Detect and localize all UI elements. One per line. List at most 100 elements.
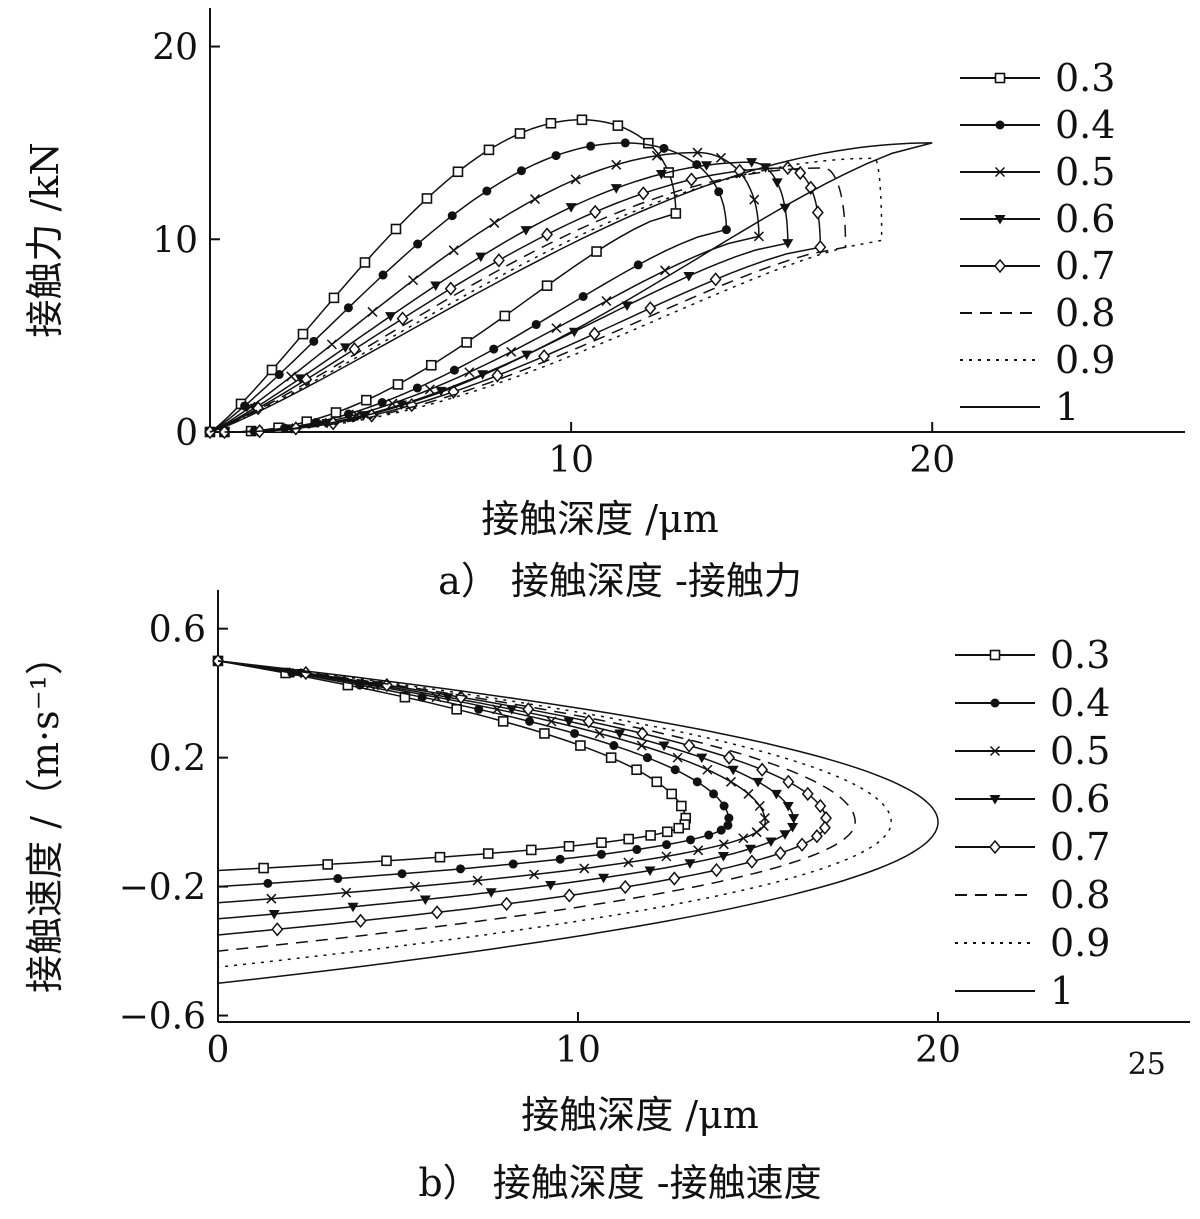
legend-label: 0.5 bbox=[1055, 150, 1115, 194]
data-point-marker-0.7 bbox=[796, 837, 809, 852]
x-axis-label-b: 接触深度 /μm bbox=[521, 1093, 759, 1137]
legend-label: 0.6 bbox=[1050, 777, 1110, 821]
data-point-marker-0.7 bbox=[589, 204, 602, 220]
series-0.7 bbox=[204, 160, 827, 440]
legend-item-0.9: 0.9 bbox=[960, 338, 1115, 382]
x-axis-label-a: 接触深度 /μm bbox=[481, 497, 719, 541]
y-axis-label-b: 接触速度 /（m·s⁻¹） bbox=[23, 637, 67, 993]
legend-item-0.9: 0.9 bbox=[955, 921, 1110, 965]
data-point-marker-0.7 bbox=[300, 372, 313, 387]
data-point-marker-0.6 bbox=[419, 895, 431, 905]
data-point-marker-0.5 bbox=[758, 821, 769, 832]
data-point-marker-0.3 bbox=[390, 223, 402, 235]
data-point-marker-0.6 bbox=[506, 705, 518, 715]
data-point-marker-0.5 bbox=[659, 265, 671, 276]
data-point-marker-0.4 bbox=[704, 830, 714, 840]
data-point-marker-0.3 bbox=[483, 144, 495, 156]
data-point-marker-0.6 bbox=[744, 844, 756, 855]
axes-a: 0 10 20 10 20 bbox=[152, 8, 1185, 481]
data-point-marker-0.6 bbox=[520, 226, 532, 236]
data-point-marker-legend bbox=[995, 120, 1005, 130]
y-tick-label: −0.6 bbox=[119, 997, 206, 1038]
data-point-marker-0.4 bbox=[474, 704, 484, 714]
data-point-marker-0.4 bbox=[508, 859, 518, 869]
data-point-marker-0.4 bbox=[724, 813, 734, 823]
data-point-marker-0.6 bbox=[752, 777, 764, 788]
caption-a: a） 接触深度 -接触力 bbox=[438, 559, 802, 603]
data-point-marker-0.3 bbox=[612, 120, 624, 131]
data-point-marker-0.7 bbox=[396, 311, 409, 326]
data-point-marker-0.5 bbox=[286, 371, 297, 382]
data-point-marker-0.6 bbox=[684, 859, 696, 869]
data-point-marker-0.4 bbox=[609, 741, 619, 751]
data-point-marker-0.5 bbox=[266, 893, 277, 904]
data-point-marker-legend bbox=[994, 72, 1006, 84]
data-point-marker-0.7 bbox=[733, 163, 746, 179]
data-point-marker-0.7 bbox=[500, 896, 513, 912]
axes-b: 0.6 0.2 −0.2 −0.60 10 20 25 bbox=[119, 590, 1190, 1082]
data-point-marker-0.4 bbox=[719, 801, 729, 811]
data-point-marker-0.4 bbox=[412, 383, 422, 393]
data-point-marker-0.5 bbox=[693, 845, 704, 856]
legend-label: 0.9 bbox=[1050, 921, 1110, 965]
legend-label: 0.4 bbox=[1050, 681, 1110, 725]
data-point-marker-0.4 bbox=[263, 878, 273, 888]
data-point-marker-0.4 bbox=[489, 344, 499, 354]
data-point-marker-0.3 bbox=[596, 837, 607, 848]
legend-item-0.3: 0.3 bbox=[960, 56, 1115, 100]
legend-label: 0.3 bbox=[1055, 56, 1115, 100]
data-point-marker-0.7 bbox=[782, 774, 795, 789]
data-point-marker-0.6 bbox=[696, 753, 708, 764]
y-axis-label-a: 接触力 /kN bbox=[23, 142, 67, 337]
series-0.5 bbox=[212, 655, 770, 904]
data-point-marker-0.4 bbox=[714, 187, 724, 197]
x-tick-label: 10 bbox=[555, 1030, 601, 1071]
data-point-marker-0.6 bbox=[610, 184, 622, 194]
data-point-marker-0.5 bbox=[594, 728, 605, 739]
data-point-marker-0.7 bbox=[582, 714, 595, 729]
data-point-marker-0.5 bbox=[672, 752, 683, 763]
data-point-marker-0.3 bbox=[591, 246, 602, 257]
data-point-marker-0.3 bbox=[451, 703, 462, 715]
data-point-marker-0.4 bbox=[531, 320, 541, 330]
data-point-marker-0.7 bbox=[563, 888, 576, 903]
y-tick-label: 10 bbox=[152, 220, 198, 261]
data-point-marker-0.7 bbox=[818, 820, 831, 835]
data-point-marker-0.5 bbox=[715, 152, 727, 163]
data-point-marker-legend bbox=[989, 839, 1001, 855]
series-line-0.5 bbox=[217, 660, 766, 904]
data-point-marker-0.6 bbox=[779, 830, 791, 840]
data-point-marker-0.4 bbox=[551, 151, 561, 161]
data-point-marker-0.6 bbox=[683, 272, 695, 282]
legend-a: 0.30.40.50.60.70.80.91 bbox=[960, 56, 1115, 429]
data-point-marker-0.4 bbox=[670, 765, 680, 775]
data-point-marker-0.5 bbox=[623, 857, 634, 868]
plot-b: 0.60.2−0.2−0.60 10 20 250.30.40.50.60.70.80… bbox=[119, 590, 1190, 1082]
data-point-marker-legend bbox=[990, 698, 1000, 708]
series-0.9 bbox=[209, 157, 883, 433]
data-point-marker-0.7 bbox=[619, 879, 632, 895]
data-point-marker-0.6 bbox=[658, 741, 670, 752]
data-point-marker-0.4 bbox=[482, 186, 492, 196]
data-point-marker-0.3 bbox=[497, 716, 509, 727]
data-point-marker-0.7 bbox=[745, 854, 758, 869]
x-tick-label: 0 bbox=[207, 1030, 230, 1071]
data-point-marker-0.5 bbox=[692, 147, 703, 158]
data-point-marker-0.6 bbox=[614, 729, 626, 739]
data-point-marker-0.4 bbox=[397, 869, 407, 879]
data-point-marker-0.3 bbox=[392, 379, 404, 390]
data-point-marker-0.6 bbox=[655, 170, 667, 180]
data-point-marker-0.4 bbox=[686, 835, 696, 845]
data-point-marker-0.3 bbox=[631, 764, 642, 776]
data-point-marker-0.5 bbox=[367, 306, 378, 317]
data-point-marker-0.3 bbox=[258, 862, 269, 874]
data-point-marker-0.5 bbox=[753, 231, 764, 242]
data-point-marker-0.5 bbox=[528, 869, 540, 880]
data-point-marker-0.3 bbox=[266, 364, 278, 376]
data-point-marker-0.3 bbox=[359, 257, 371, 268]
data-point-marker-0.4 bbox=[662, 840, 672, 850]
data-point-marker-0.7 bbox=[814, 240, 827, 255]
data-point-marker-0.4 bbox=[596, 849, 606, 859]
series-line-0.7 bbox=[209, 167, 822, 433]
data-point-marker-0.5 bbox=[448, 245, 459, 256]
